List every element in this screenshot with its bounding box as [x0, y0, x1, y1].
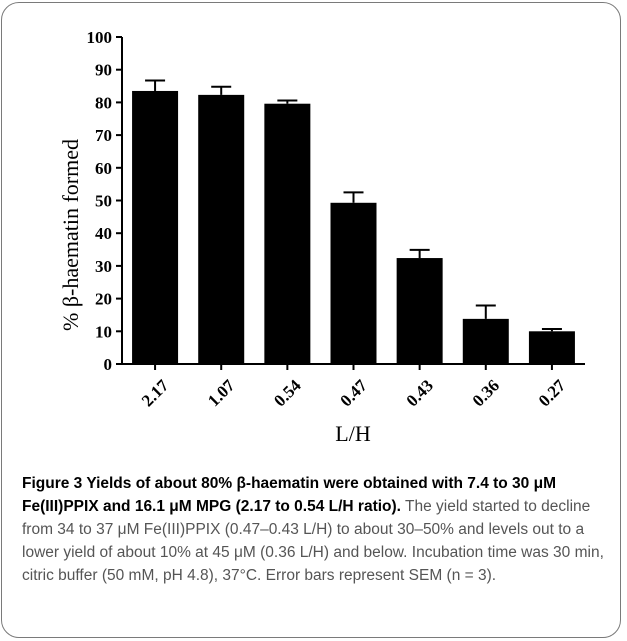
figure-caption: Figure 3 Yields of about 80% β-haematin …	[22, 472, 607, 587]
bar	[396, 258, 443, 364]
bars	[132, 79, 575, 364]
x-axis: 2.17 1.07 0.54 0.47 0.43 0.36 0.27	[121, 363, 585, 411]
y-tick-label: 40	[95, 224, 112, 243]
x-tick-label: 1.07	[204, 376, 239, 411]
x-tick-label: 0.27	[535, 376, 570, 411]
bar	[528, 331, 575, 364]
bar-chart: 0 10 20 30 40 50 60 70 80 90 100 2.17 1.07 0.54 0.47 0…	[58, 28, 585, 446]
bar	[462, 318, 509, 364]
x-axis-title: L/H	[335, 421, 371, 446]
y-tick-label: 70	[95, 126, 112, 145]
caption-body: The yield started to decline from 34 to …	[22, 498, 604, 584]
bar	[330, 202, 377, 364]
x-tick-label: 2.17	[138, 376, 173, 411]
y-axis: 0 10 20 30 40 50 60 70 80 90 100	[87, 28, 123, 374]
y-tick-label: 60	[95, 159, 112, 178]
y-tick-label: 90	[95, 61, 112, 80]
y-tick-label: 80	[95, 93, 112, 112]
bar	[264, 103, 311, 364]
y-tick-label: 30	[95, 257, 112, 276]
x-tick-label: 0.43	[402, 376, 436, 410]
y-tick-label: 10	[95, 322, 112, 341]
y-tick-label: 20	[95, 290, 112, 309]
x-tick-label: 0.47	[336, 376, 371, 411]
x-tick-label: 0.36	[469, 376, 503, 410]
caption-heading: Figure 3 Yields of about 80% β-haematin …	[22, 475, 556, 515]
y-axis-title: % β-haematin formed	[58, 139, 83, 331]
y-tick-label: 100	[87, 28, 113, 47]
y-tick-label: 50	[95, 192, 112, 211]
bar	[132, 90, 179, 364]
bar	[198, 94, 245, 364]
x-tick-label: 0.54	[270, 376, 305, 411]
y-tick-label: 0	[104, 355, 113, 374]
